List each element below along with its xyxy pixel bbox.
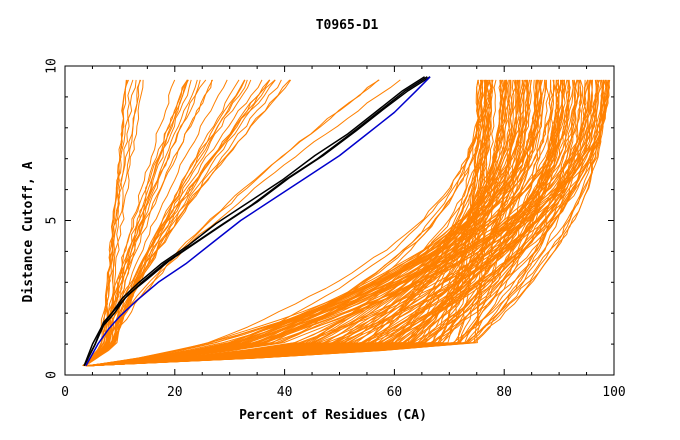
x-tick-label: 80 bbox=[496, 385, 512, 400]
model-curve-flat-33 bbox=[90, 79, 483, 367]
x-tick-label: 0 bbox=[61, 385, 69, 400]
model-curve-flat-16 bbox=[86, 79, 608, 367]
tick-layer: 0 20 40 60 80 100 0 5 10 bbox=[45, 58, 626, 400]
model-curve-flat-115 bbox=[89, 79, 553, 367]
x-tick-label: 100 bbox=[602, 385, 625, 400]
model-curve-flat-98 bbox=[89, 79, 602, 367]
model-curve-flat-113 bbox=[87, 79, 513, 367]
model-curve-flat-148 bbox=[88, 79, 502, 367]
x-tick-label: 20 bbox=[167, 385, 183, 400]
series-layer bbox=[82, 76, 611, 367]
black-model-line-2 bbox=[83, 76, 426, 366]
model-curve-flat-114 bbox=[89, 79, 560, 367]
y-tick-label: 0 bbox=[45, 371, 60, 379]
model-curve-flat-138 bbox=[88, 79, 606, 367]
model-curve-flat-124 bbox=[89, 79, 509, 367]
y-axis-label: Distance Cutoff, A bbox=[21, 161, 36, 302]
model-curve-linear-0 bbox=[84, 79, 380, 367]
y-tick-label: 5 bbox=[45, 217, 60, 225]
y-tick-label: 10 bbox=[45, 58, 60, 74]
model-curve-flat-120 bbox=[87, 79, 542, 367]
model-curve-flat-140 bbox=[87, 79, 515, 367]
model-curve-flat-144 bbox=[89, 79, 527, 367]
x-tick-label: 60 bbox=[387, 385, 403, 400]
model-curve-flat-139 bbox=[89, 79, 550, 367]
model-curve-steep-7 bbox=[85, 79, 137, 367]
model-curve-moderate-15 bbox=[85, 79, 201, 367]
model-curve-flat-104 bbox=[90, 79, 533, 367]
model-curve-flat-92 bbox=[90, 79, 517, 367]
model-curve-moderate-16 bbox=[85, 79, 214, 367]
model-curve-flat-125 bbox=[90, 79, 484, 367]
model-curve-flat-141 bbox=[86, 79, 536, 367]
model-curve-flat-63 bbox=[86, 79, 593, 367]
model-curve-flat-65 bbox=[87, 79, 487, 367]
model-curve-linear-1 bbox=[83, 79, 379, 367]
x-tick-label: 40 bbox=[277, 385, 293, 400]
model-curve-flat-145 bbox=[89, 79, 600, 367]
blue-model-line-3 bbox=[85, 76, 431, 367]
model-curve-flat-126 bbox=[87, 79, 609, 367]
model-curve-flat-149 bbox=[87, 79, 565, 367]
chart-title: T0965-D1 bbox=[316, 18, 379, 33]
model-curve-flat-122 bbox=[86, 79, 504, 367]
model-curve-flat-96 bbox=[89, 79, 576, 367]
model-curve-flat-133 bbox=[88, 79, 555, 367]
model-curve-flat-131 bbox=[86, 79, 510, 367]
x-axis-label: Percent of Residues (CA) bbox=[239, 408, 427, 423]
model-curve-flat-43 bbox=[88, 79, 582, 367]
model-curve-moderate-25 bbox=[82, 79, 198, 367]
model-curve-linear-2 bbox=[84, 79, 401, 367]
model-curve-flat-146 bbox=[85, 79, 525, 367]
model-curve-flat-136 bbox=[88, 79, 494, 367]
model-curve-flat-72 bbox=[86, 79, 579, 367]
model-curve-flat-147 bbox=[85, 79, 539, 367]
model-curve-moderate-20 bbox=[83, 79, 252, 367]
model-curve-flat-142 bbox=[87, 79, 480, 367]
model-curve-moderate-4 bbox=[85, 79, 176, 367]
model-curve-steep-6 bbox=[83, 79, 141, 367]
model-curve-flat-97 bbox=[88, 79, 592, 367]
model-curve-flat-143 bbox=[88, 79, 571, 367]
model-curve-flat-132 bbox=[89, 79, 522, 367]
